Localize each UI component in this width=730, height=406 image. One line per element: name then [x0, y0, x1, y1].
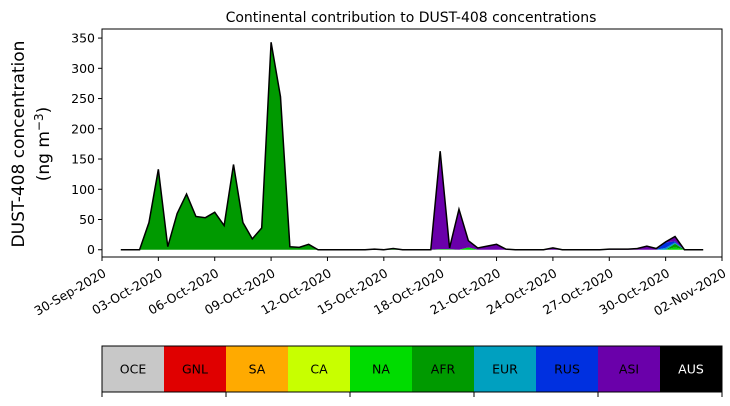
- y-unit-prefix: (ng m: [34, 131, 54, 181]
- y-tick-label: 50: [79, 212, 95, 227]
- legend-swatch-gnl: [164, 346, 226, 392]
- y-tick-label: 200: [71, 121, 95, 136]
- legend-swatch-eur: [474, 346, 536, 392]
- y-tick-label: 250: [71, 91, 95, 106]
- y-tick-label: 350: [71, 31, 95, 46]
- legend-swatch-afr: [412, 346, 474, 392]
- y-unit-suffix: ): [34, 107, 54, 114]
- y-tick-label: 100: [71, 182, 95, 197]
- legend-colorbar: OCE GNL SA CA NA AFR EUR RUS ASI AUS: [101, 345, 723, 397]
- legend-label-oce: OCE: [120, 362, 147, 377]
- legend-label-asi: ASI: [619, 362, 639, 377]
- y-axis: 0 50 100 150 200 250 300 350: [71, 31, 102, 257]
- y-axis-label-line2: (ng m−3): [32, 107, 54, 182]
- plot-frame: [101, 28, 723, 258]
- legend-label-sa: SA: [249, 362, 266, 377]
- y-unit-exponent: −3: [32, 113, 46, 131]
- legend-label-na: NA: [372, 362, 390, 377]
- legend-swatch-rus: [536, 346, 598, 392]
- legend-swatch-asi: [598, 346, 660, 392]
- legend-label-ca: CA: [310, 362, 328, 377]
- legend-swatch-na: [350, 346, 412, 392]
- y-tick-label: 150: [71, 152, 95, 167]
- legend-frame: [101, 345, 723, 393]
- y-tick-label: 0: [87, 242, 95, 257]
- legend-label-gnl: GNL: [182, 362, 208, 377]
- chart-title: Continental contribution to DUST-408 con…: [226, 10, 597, 26]
- y-axis-label: DUST-408 concentration (ng m−3): [9, 41, 54, 248]
- legend-label-rus: RUS: [554, 362, 580, 377]
- area-afr: [120, 42, 704, 250]
- legend-swatch-aus: [660, 346, 722, 392]
- y-axis-label-line1: DUST-408 concentration: [9, 41, 29, 248]
- area-layers: [120, 42, 704, 251]
- y-tick-label: 300: [71, 61, 95, 76]
- legend-swatch-sa: [226, 346, 288, 392]
- legend-swatch-ca: [288, 346, 350, 392]
- legend-label-afr: AFR: [431, 362, 456, 377]
- total-line: [120, 42, 704, 251]
- legend-label-eur: EUR: [492, 362, 518, 377]
- legend-swatch-oce: [102, 346, 164, 392]
- legend-label-aus: AUS: [678, 362, 704, 377]
